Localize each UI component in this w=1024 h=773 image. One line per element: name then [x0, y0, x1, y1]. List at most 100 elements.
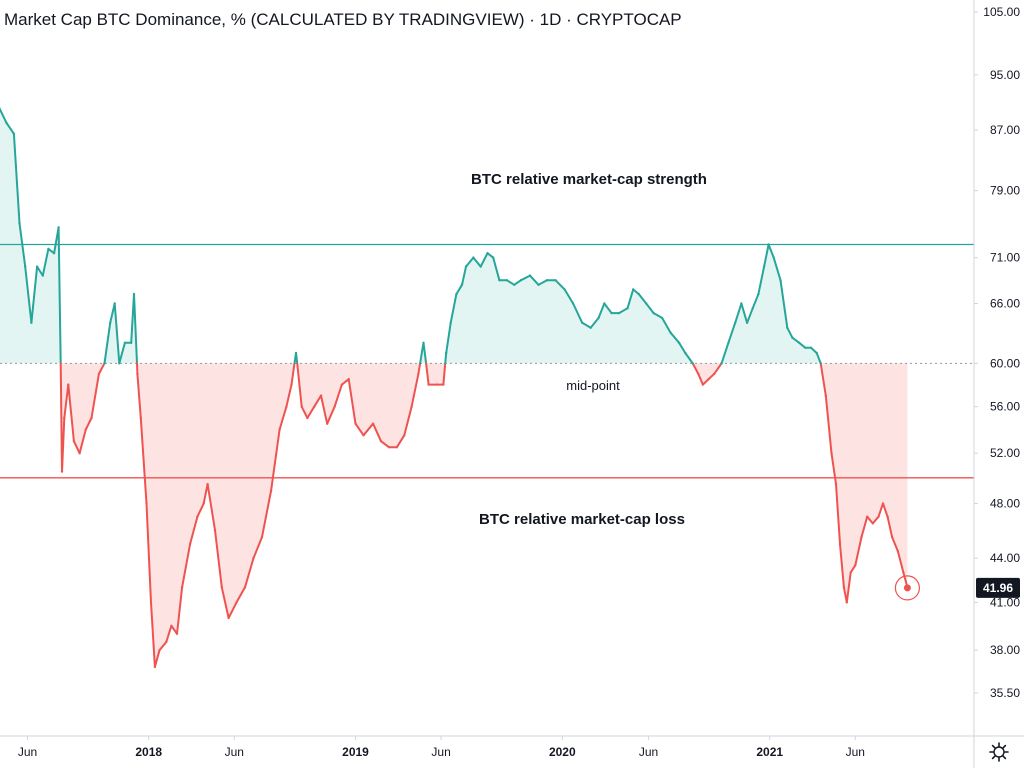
data-point-41: [220, 586, 223, 589]
data-point-43: [235, 601, 238, 604]
data-point-25: [132, 292, 136, 296]
data-point-19: [103, 362, 106, 365]
data-point-95: [603, 302, 606, 305]
data-point-54: [313, 405, 316, 408]
data-point-31: [158, 649, 161, 652]
data-point-57: [333, 405, 336, 408]
area-fill-below-3: [137, 363, 295, 667]
data-point-104: [669, 331, 672, 334]
data-point-18: [97, 372, 101, 376]
data-point-79: [479, 265, 482, 268]
x-tick-label-8: Jun: [846, 745, 865, 759]
current-value-marker: [894, 575, 921, 601]
data-point-115: [740, 302, 743, 305]
area-fill-below-9: [692, 363, 722, 385]
data-point-45: [252, 556, 255, 560]
current-price-tag-bg: [976, 577, 1020, 598]
data-point-30: [153, 665, 157, 669]
data-point-145: [896, 549, 899, 553]
area-fill-below-5: [297, 363, 421, 448]
data-point-91: [571, 302, 575, 305]
data-point-108: [697, 372, 700, 376]
area-fill-above-0: [0, 109, 61, 364]
area-fill-below-7: [426, 363, 446, 385]
y-tick-label-4: 71.00: [990, 251, 1020, 265]
y-tick-label-5: 66.00: [990, 297, 1020, 311]
y-tick-label-2: 87.00: [990, 123, 1020, 137]
data-point-7: [41, 274, 44, 277]
data-point-34: [175, 632, 179, 635]
data-point-109: [701, 383, 705, 386]
x-tick-label-3: 2019: [342, 745, 369, 759]
data-point-103: [660, 316, 664, 320]
level-layer: [0, 243, 974, 479]
data-point-131: [830, 452, 833, 455]
data-point-62: [371, 422, 375, 425]
data-point-46: [260, 535, 264, 539]
chart-title: Market Cap BTC Dominance, % (CALCULATED …: [4, 10, 682, 29]
y-tick-label-1: 95.00: [990, 68, 1020, 82]
data-point-112: [720, 362, 723, 365]
data-point-27: [139, 416, 142, 420]
data-point-99: [632, 288, 635, 291]
data-point-50: [290, 383, 293, 386]
data-point-82: [498, 279, 501, 282]
price-axis[interactable]: 105.00 95.00 87.00 79.00 71.00 66.00 60.00 56.0…: [974, 5, 1020, 700]
data-point-64: [387, 446, 391, 449]
data-point-22: [118, 362, 121, 365]
gear-icon[interactable]: [989, 742, 1009, 762]
data-point-55: [319, 394, 323, 397]
data-point-14: [72, 440, 76, 443]
data-point-144: [890, 535, 894, 539]
y-tick-label-12: 38.00: [990, 643, 1020, 657]
data-point-80: [486, 252, 489, 255]
data-point-141: [877, 515, 880, 518]
data-point-2: [12, 132, 16, 135]
data-point-1: [5, 121, 8, 125]
data-point-105: [677, 341, 681, 344]
data-point-128: [815, 351, 818, 355]
data-point-94: [597, 316, 600, 320]
data-point-58: [340, 383, 344, 386]
area-layer: [0, 109, 908, 667]
data-point-66: [403, 434, 406, 437]
data-point-39: [206, 482, 209, 486]
data-point-9: [52, 252, 56, 255]
data-point-5: [30, 321, 33, 324]
data-point-89: [554, 279, 557, 282]
data-point-126: [804, 346, 807, 349]
area-fill-above-2: [104, 294, 137, 364]
data-point-78: [472, 256, 475, 259]
data-point-101: [645, 302, 648, 305]
series-line-above-0: [0, 107, 62, 365]
data-point-122: [779, 279, 782, 282]
data-point-85: [519, 279, 523, 282]
y-tick-label-0: 105.00: [983, 5, 1020, 19]
x-tick-label-4: Jun: [431, 745, 450, 759]
data-point-130: [824, 394, 827, 397]
data-point-83: [505, 279, 508, 282]
data-point-92: [581, 321, 584, 324]
series-line-above-2: [103, 293, 138, 365]
data-point-13: [67, 383, 70, 386]
time-axis[interactable]: Jun 2018 Jun 2019 Jun 2020 Jun 2021 Jun: [18, 736, 865, 759]
data-point-75: [455, 292, 458, 296]
data-point-140: [871, 522, 874, 525]
data-point-116: [745, 321, 749, 324]
data-point-48: [278, 428, 281, 431]
data-point-60: [354, 422, 357, 425]
data-point-121: [772, 256, 775, 259]
data-point-10: [57, 226, 60, 229]
y-tick-label-7: 56.00: [990, 400, 1020, 414]
y-tick-label-8: 52.00: [990, 446, 1020, 460]
data-point-139: [866, 515, 869, 518]
data-point-38: [202, 502, 205, 505]
data-point-32: [165, 640, 168, 644]
y-tick-label-10: 44.00: [990, 551, 1020, 565]
data-point-65: [395, 446, 399, 449]
data-point-98: [626, 307, 629, 310]
x-tick-label-0: Jun: [18, 745, 37, 759]
data-point-69: [422, 341, 425, 344]
data-point-117: [751, 307, 754, 310]
